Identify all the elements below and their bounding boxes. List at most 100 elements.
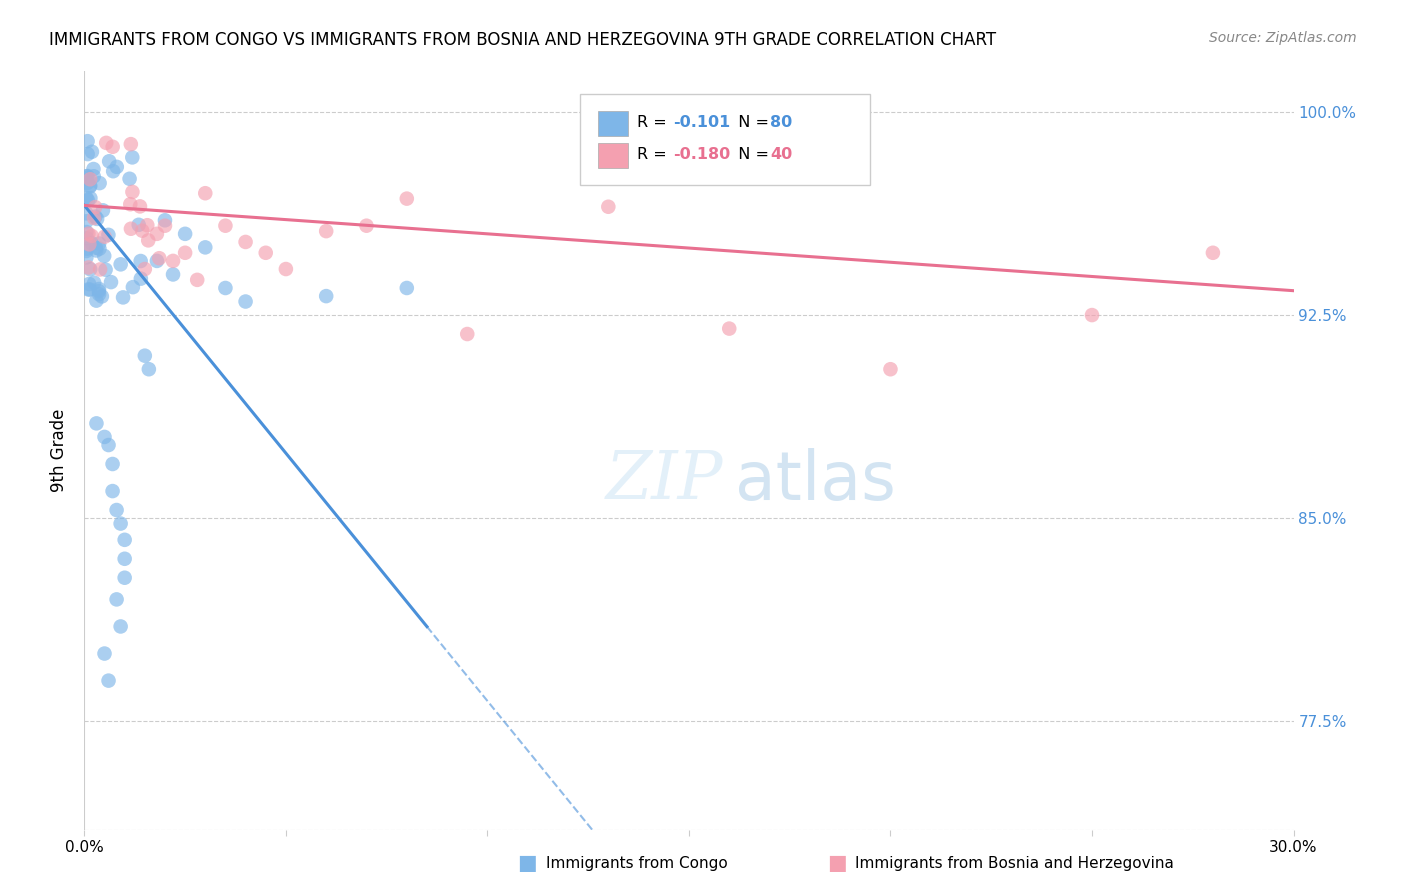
Point [84, 241, 107, 255]
Point [129, 254, 152, 268]
Point [395, 281, 418, 295]
Point [718, 321, 741, 335]
Point [121, 185, 143, 199]
Point [235, 235, 257, 249]
Point [153, 213, 176, 227]
Point [105, 592, 128, 607]
Point [1202, 245, 1225, 260]
Point [146, 253, 169, 268]
Point [76, 176, 98, 190]
Point [90, 289, 112, 303]
Point [194, 186, 217, 201]
Point [80, 145, 103, 159]
Point [77, 282, 100, 296]
Point [120, 221, 142, 235]
Point [87, 282, 110, 296]
Point [315, 289, 337, 303]
Text: 40: 40 [770, 147, 792, 162]
Point [93, 647, 115, 661]
Point [114, 533, 136, 547]
Point [194, 240, 217, 254]
Text: -0.180: -0.180 [673, 147, 731, 162]
Point [77, 277, 100, 291]
Point [98, 154, 121, 169]
Point [101, 457, 124, 471]
Text: atlas: atlas [735, 448, 897, 514]
Point [76, 242, 98, 256]
Point [79, 283, 101, 297]
Point [235, 294, 257, 309]
Point [118, 171, 141, 186]
Point [315, 224, 337, 238]
Point [162, 253, 184, 268]
Point [598, 200, 620, 214]
Point [79, 191, 101, 205]
Point [1081, 308, 1104, 322]
Point [93, 229, 115, 244]
Point [75, 214, 97, 228]
Point [83, 169, 105, 184]
Point [97, 673, 120, 688]
Point [105, 160, 128, 174]
Point [121, 150, 143, 164]
Point [105, 503, 128, 517]
Point [254, 245, 277, 260]
Y-axis label: 9th Grade: 9th Grade [51, 409, 69, 492]
Point [75, 244, 97, 258]
Point [89, 236, 111, 251]
Text: ■: ■ [517, 854, 537, 873]
Point [86, 211, 108, 226]
Point [76, 169, 98, 183]
Point [186, 273, 208, 287]
Point [83, 276, 105, 290]
Point [112, 290, 135, 304]
Point [77, 260, 100, 275]
Point [94, 262, 117, 277]
Point [274, 262, 297, 277]
FancyBboxPatch shape [599, 144, 628, 169]
Point [129, 271, 152, 285]
Point [162, 268, 184, 282]
Point [76, 147, 98, 161]
Point [86, 293, 108, 308]
Point [100, 275, 122, 289]
Point [138, 362, 160, 376]
Point [75, 191, 97, 205]
Text: N =: N = [728, 115, 773, 129]
Point [84, 210, 107, 224]
Point [110, 257, 132, 271]
Point [120, 137, 142, 152]
Point [79, 172, 101, 186]
Point [110, 516, 132, 531]
Point [101, 140, 124, 154]
Point [114, 571, 136, 585]
Point [77, 194, 100, 208]
Point [93, 430, 115, 444]
Point [79, 237, 101, 252]
Point [79, 262, 101, 277]
Point [80, 236, 103, 251]
Point [86, 417, 108, 431]
Point [79, 179, 101, 194]
Point [395, 192, 418, 206]
Point [89, 176, 111, 190]
Point [89, 262, 111, 277]
Point [76, 134, 98, 148]
Point [101, 164, 124, 178]
Text: R =: R = [637, 115, 672, 129]
Point [77, 227, 100, 241]
Point [122, 280, 145, 294]
Point [75, 170, 97, 185]
Point [134, 349, 156, 363]
Point [84, 244, 107, 258]
Point [456, 326, 478, 341]
Point [120, 197, 142, 211]
Point [131, 224, 153, 238]
Point [83, 211, 105, 225]
Point [96, 136, 118, 150]
Point [101, 484, 124, 499]
Point [136, 218, 159, 232]
Point [110, 619, 132, 633]
Point [79, 178, 101, 193]
Point [97, 227, 120, 242]
